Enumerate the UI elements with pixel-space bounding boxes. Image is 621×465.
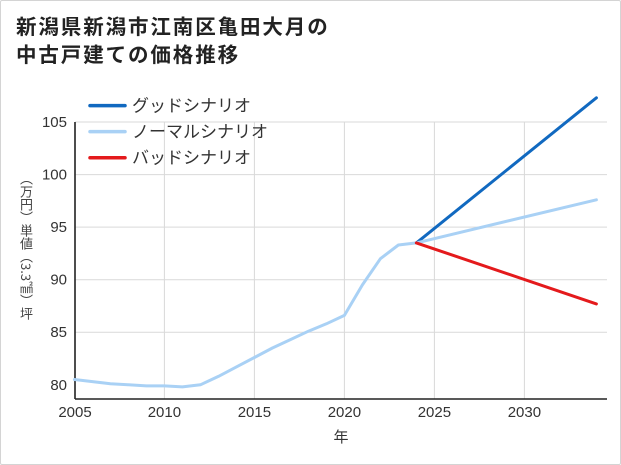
svg-text:95: 95 (50, 219, 67, 236)
svg-text:85: 85 (50, 324, 67, 341)
svg-text:2025: 2025 (418, 404, 451, 421)
svg-text:ノーマルシナリオ: ノーマルシナリオ (132, 118, 268, 143)
svg-text:年: 年 (333, 426, 348, 447)
svg-text:2005: 2005 (58, 404, 91, 421)
svg-text:2010: 2010 (148, 404, 181, 421)
svg-text:2020: 2020 (328, 404, 361, 421)
svg-text:バッドシナリオ: バッドシナリオ (132, 144, 251, 169)
svg-text:2030: 2030 (508, 404, 541, 421)
svg-text:グッドシナリオ: グッドシナリオ (132, 92, 251, 117)
svg-text:100: 100 (42, 167, 67, 184)
svg-text:2015: 2015 (238, 404, 271, 421)
svg-text:105: 105 (42, 114, 67, 131)
svg-text:90: 90 (50, 272, 67, 289)
svg-text:80: 80 (50, 377, 67, 394)
